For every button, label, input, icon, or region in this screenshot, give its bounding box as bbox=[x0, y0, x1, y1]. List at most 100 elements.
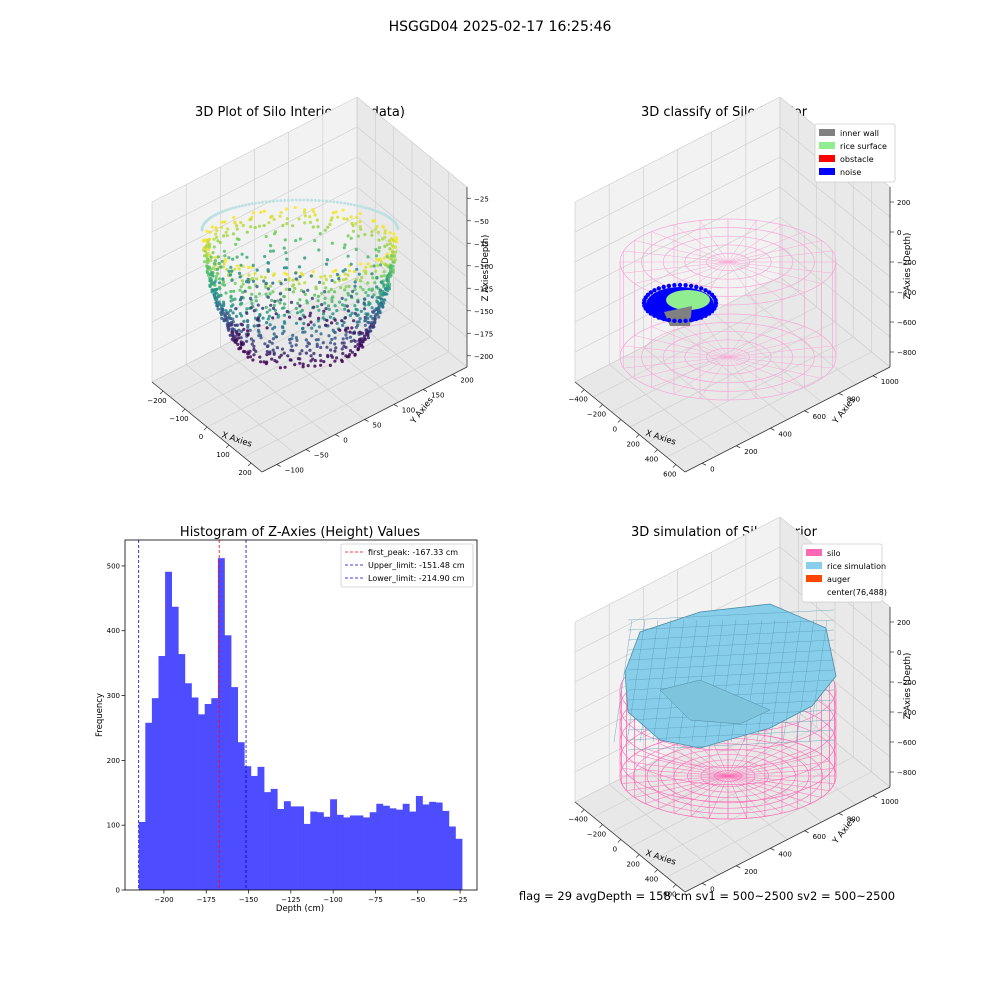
hist-bar bbox=[290, 806, 298, 890]
raw-point bbox=[215, 267, 220, 271]
raw-point bbox=[334, 210, 338, 214]
raw-point bbox=[314, 287, 318, 291]
raw-point bbox=[354, 247, 358, 252]
raw-ytick bbox=[305, 449, 311, 452]
raw-point bbox=[285, 257, 289, 261]
raw-point bbox=[323, 301, 327, 305]
raw-point bbox=[271, 316, 275, 320]
raw-point bbox=[376, 258, 380, 262]
raw-point bbox=[237, 271, 242, 275]
raw-ytick bbox=[422, 389, 428, 392]
raw-point bbox=[382, 274, 386, 278]
raw-point bbox=[325, 199, 329, 203]
raw-point bbox=[264, 281, 268, 286]
classify-noise-point bbox=[677, 318, 683, 324]
raw-point bbox=[391, 238, 395, 242]
raw-ytick-label: 150 bbox=[431, 392, 444, 400]
raw-point bbox=[230, 330, 234, 335]
raw-point bbox=[212, 245, 216, 249]
raw-point bbox=[385, 243, 389, 247]
raw-point bbox=[229, 304, 234, 308]
raw-point bbox=[356, 347, 360, 351]
raw-point bbox=[330, 241, 334, 245]
raw-point bbox=[323, 228, 327, 232]
raw-point bbox=[317, 325, 321, 329]
raw-point bbox=[324, 323, 328, 327]
raw-point bbox=[278, 366, 282, 370]
classify-noise-point bbox=[694, 284, 699, 290]
raw-point bbox=[273, 308, 277, 312]
hist-bar bbox=[316, 812, 324, 890]
classify-silo-wire bbox=[634, 261, 729, 284]
raw-point bbox=[394, 245, 398, 249]
raw-point bbox=[377, 238, 381, 242]
raw-point bbox=[347, 269, 352, 273]
raw-point bbox=[370, 233, 374, 237]
raw-point bbox=[375, 308, 379, 312]
raw-point bbox=[245, 339, 249, 343]
raw-point bbox=[313, 239, 317, 243]
sim-silo-wire bbox=[727, 775, 798, 810]
raw-point bbox=[268, 308, 272, 312]
classify-ytick-label: 600 bbox=[813, 413, 826, 421]
raw-point bbox=[300, 349, 304, 353]
sim-ytick-label: 1000 bbox=[881, 798, 899, 806]
raw-point bbox=[321, 312, 326, 316]
sim-xtick bbox=[672, 884, 677, 888]
raw-point bbox=[291, 224, 295, 228]
raw-point bbox=[351, 289, 355, 294]
raw-point bbox=[213, 280, 217, 284]
classify-xtick-label: 400 bbox=[645, 456, 658, 464]
raw-point bbox=[291, 333, 295, 337]
raw-point bbox=[223, 220, 227, 224]
hist-xtick-label: −150 bbox=[239, 896, 258, 904]
raw-point bbox=[283, 302, 287, 306]
raw-point bbox=[248, 296, 253, 300]
raw-point bbox=[362, 205, 366, 209]
raw-point bbox=[288, 287, 292, 292]
raw-point bbox=[382, 256, 386, 260]
footer-status: flag = 29 avgDepth = 158 cm sv1 = 500~25… bbox=[519, 889, 895, 903]
raw-point bbox=[290, 198, 294, 202]
raw-point bbox=[312, 210, 316, 214]
raw-point bbox=[275, 199, 279, 203]
sim-ztick-label: 0 bbox=[897, 649, 901, 657]
hist-xtick-label: −100 bbox=[324, 896, 343, 904]
raw-point bbox=[245, 307, 249, 311]
classify-silo-wire bbox=[727, 356, 757, 399]
sim-ytick-label: 800 bbox=[847, 815, 860, 823]
raw-point bbox=[276, 299, 280, 303]
raw-point bbox=[319, 359, 323, 363]
raw-point bbox=[333, 342, 337, 346]
raw-point bbox=[221, 265, 225, 269]
raw-point bbox=[272, 352, 276, 356]
sim-silo-wire bbox=[634, 775, 729, 798]
raw-point bbox=[268, 292, 272, 296]
raw-point bbox=[334, 346, 338, 350]
classify-ztick-label: 200 bbox=[897, 199, 910, 207]
sim-silo-wire bbox=[727, 733, 748, 777]
raw-point bbox=[313, 293, 317, 297]
raw-point bbox=[246, 277, 250, 281]
classify-silo-wire bbox=[623, 356, 729, 369]
raw-point bbox=[266, 317, 270, 321]
raw-ytick-label: −100 bbox=[285, 467, 304, 475]
raw-point bbox=[215, 300, 219, 304]
raw-point bbox=[212, 262, 216, 266]
raw-point bbox=[319, 332, 323, 336]
raw-point bbox=[295, 338, 299, 342]
raw-point bbox=[351, 224, 355, 228]
classify-grid bbox=[666, 351, 872, 458]
raw-point bbox=[338, 328, 342, 332]
hist-ytick-label: 100 bbox=[107, 822, 120, 830]
raw-ytick bbox=[452, 374, 457, 377]
hist-bar bbox=[435, 802, 443, 890]
raw-point bbox=[281, 326, 285, 330]
classify-legend-label: inner wall bbox=[840, 129, 879, 138]
hist-bar bbox=[336, 814, 344, 890]
raw-point bbox=[375, 295, 379, 300]
raw-point bbox=[252, 347, 256, 352]
raw-point bbox=[229, 295, 233, 299]
raw-point bbox=[310, 334, 314, 338]
raw-point bbox=[231, 232, 236, 236]
